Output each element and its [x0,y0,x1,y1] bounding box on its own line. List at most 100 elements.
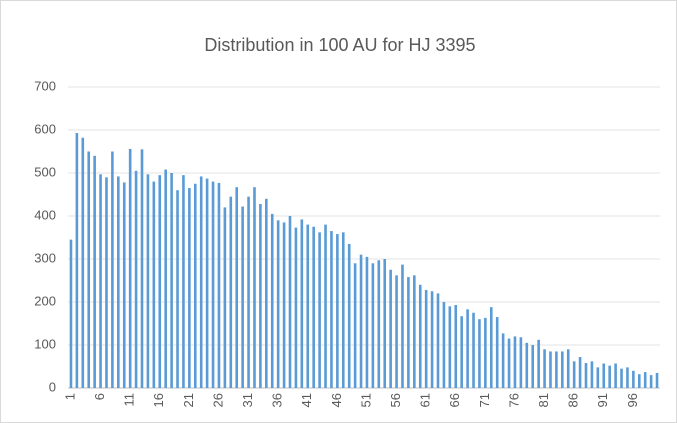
bar [371,263,375,388]
bar [341,232,345,388]
bar [182,175,185,388]
bar [649,375,653,388]
x-tick-label: 66 [447,393,462,407]
bar [122,182,126,388]
y-tick-label: 400 [34,207,56,222]
bar [584,363,588,388]
bar [643,372,647,388]
bar [235,187,239,388]
bar [306,224,310,388]
bar [442,302,446,388]
bar [401,264,404,388]
bar [383,259,387,388]
bar [513,336,517,388]
bar [377,260,381,388]
y-tick-label: 700 [34,78,56,93]
bar [158,175,162,388]
bar [436,293,440,388]
bar [81,137,85,388]
bar [454,305,458,388]
bar [288,216,292,388]
bar [466,309,469,388]
x-tick-label: 1 [62,393,77,400]
bar [561,351,564,388]
bar [413,275,416,388]
bar [602,363,606,388]
bar [519,337,523,388]
bar [265,198,268,388]
x-tick-label: 56 [388,393,403,407]
bar [614,363,617,388]
bar [140,149,144,388]
bar [555,351,558,388]
bar [543,349,546,388]
bar [324,224,327,388]
bar [87,151,91,388]
bar [99,174,102,388]
bar [460,316,463,388]
bar [632,370,635,388]
bar [365,256,369,388]
bar [484,317,487,388]
bar [134,170,138,388]
bar [164,169,167,388]
bar [69,239,73,388]
x-tick-label: 61 [418,393,433,407]
bar [294,227,298,388]
bar [407,277,410,388]
bar [637,374,641,388]
bar [117,176,120,388]
bar [336,234,339,388]
bar [146,174,150,388]
x-tick-label: 76 [506,393,521,407]
chart-title: Distribution in 100 AU for HJ 3395 [204,35,475,55]
bar [507,338,511,388]
bar [395,275,398,388]
x-tick-label: 31 [240,393,255,407]
bar [312,226,315,388]
bar [389,269,392,388]
x-tick-label: 96 [625,393,640,407]
bar [489,307,493,388]
bar [525,342,529,388]
x-tick-label: 36 [270,393,285,407]
bar [353,263,357,388]
bar [241,206,244,388]
y-tick-label: 200 [34,293,56,308]
bar [105,177,108,388]
bar [430,291,434,388]
bar [549,351,552,388]
y-tick-label: 0 [49,379,56,394]
bar [75,133,79,388]
bar [531,345,535,388]
x-tick-label: 11 [122,393,137,407]
y-tick-label: 500 [34,164,56,179]
bar [418,284,422,388]
x-tick-label: 91 [595,393,610,407]
bar [626,367,629,388]
bar [318,232,321,388]
bar [620,368,623,388]
x-tick-label: 81 [536,393,551,407]
bar [276,220,280,388]
bar [152,181,156,388]
bar [655,372,659,388]
x-tick-label: 51 [358,393,373,407]
bar [472,312,475,388]
bar [330,231,333,388]
bar [578,357,582,388]
bar [229,196,233,388]
bar [478,319,481,388]
bar [608,365,611,388]
bar [170,173,173,388]
bar [596,367,600,388]
x-tick-label: 21 [181,393,196,407]
bar [566,349,570,388]
bar [176,190,179,388]
x-tick-label: 6 [92,393,107,400]
bar [300,219,304,388]
bar [128,148,132,388]
bar [217,182,221,388]
bar [537,339,540,388]
bar [270,213,274,388]
